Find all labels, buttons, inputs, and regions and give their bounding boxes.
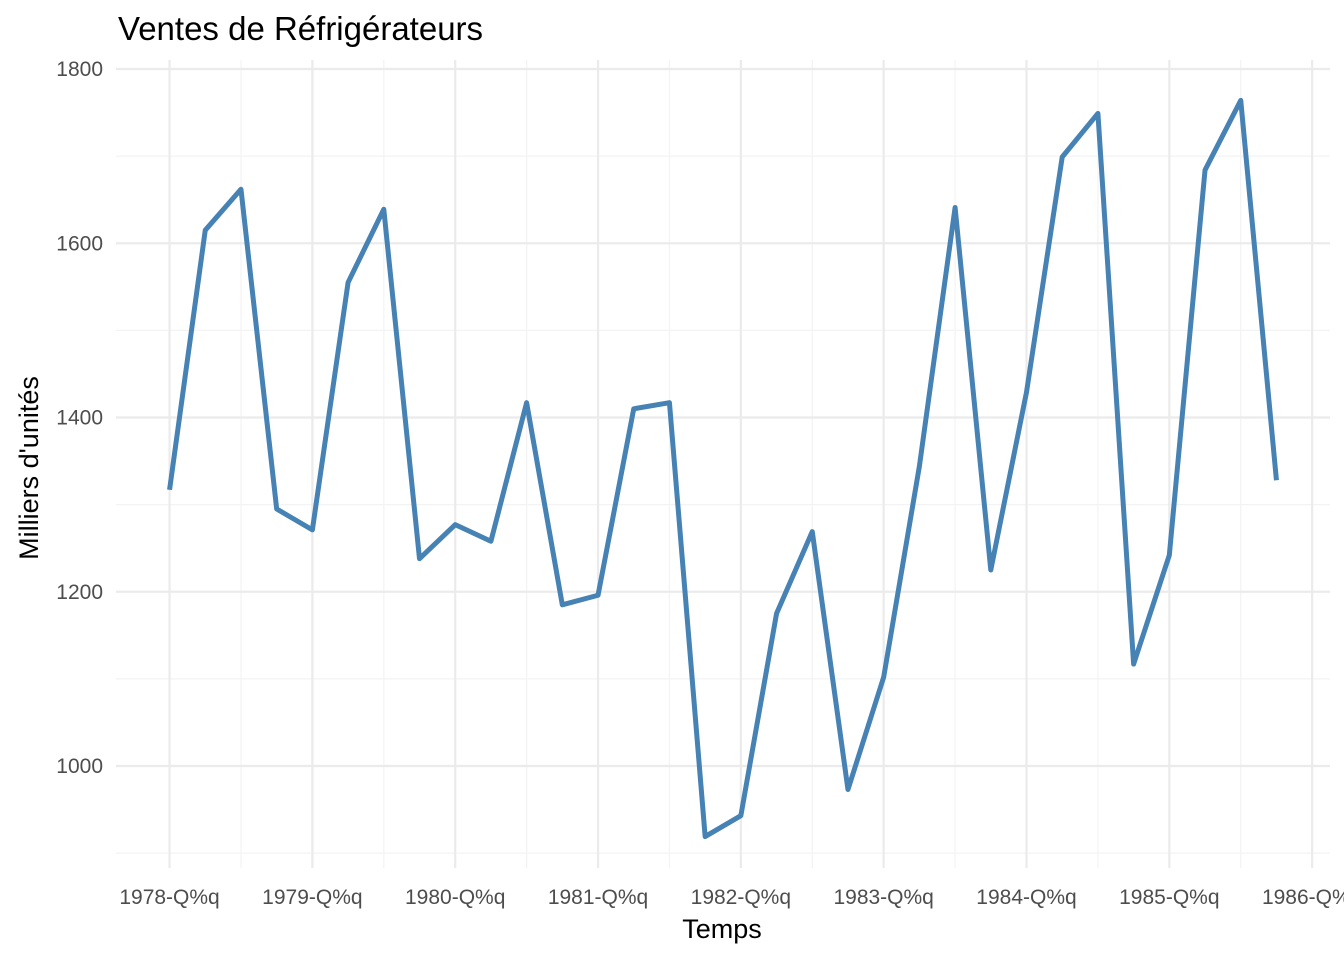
x-axis-title: Temps <box>682 914 762 944</box>
x-axis-tick-labels: 1978-Q%q 1979-Q%q 1980-Q%q 1981-Q%q 1982-Q%q… <box>119 886 1344 909</box>
major-x-gridlines <box>168 60 1314 868</box>
y-tick-label-1200: 1200 <box>56 581 103 604</box>
y-tick-label-1000: 1000 <box>56 755 103 778</box>
x-tick-label-1980-Q%q: 1980-Q%q <box>405 886 505 909</box>
y-tick-label-1600: 1600 <box>56 232 103 255</box>
x-tick-label-1984-Q%q: 1984-Q%q <box>976 886 1076 909</box>
major-y-gridlines <box>116 67 1330 768</box>
y-axis-tick-labels: 1000 1200 1400 1600 1800 <box>56 58 103 778</box>
x-tick-label-1979-Q%q: 1979-Q%q <box>262 886 362 909</box>
x-tick-label-1983-Q%q: 1983-Q%q <box>833 886 933 909</box>
y-axis-title: Milliers d'unités <box>14 376 44 560</box>
x-tick-label-1985-Q%q: 1985-Q%q <box>1119 886 1219 909</box>
minor-y-gridlines <box>116 155 1330 854</box>
series-line-0 <box>167 97 1279 840</box>
x-tick-label-1978-Q%q: 1978-Q%q <box>119 886 219 909</box>
chart-title: Ventes de Réfrigérateurs <box>118 10 483 47</box>
series-layer <box>167 97 1279 840</box>
x-tick-label-1982-Q%q: 1982-Q%q <box>691 886 791 909</box>
y-tick-label-1800: 1800 <box>56 58 103 81</box>
x-tick-label-1986-Q%q: 1986-Q%q <box>1262 886 1344 909</box>
y-tick-label-1400: 1400 <box>56 407 103 430</box>
x-tick-label-1981-Q%q: 1981-Q%q <box>548 886 648 909</box>
